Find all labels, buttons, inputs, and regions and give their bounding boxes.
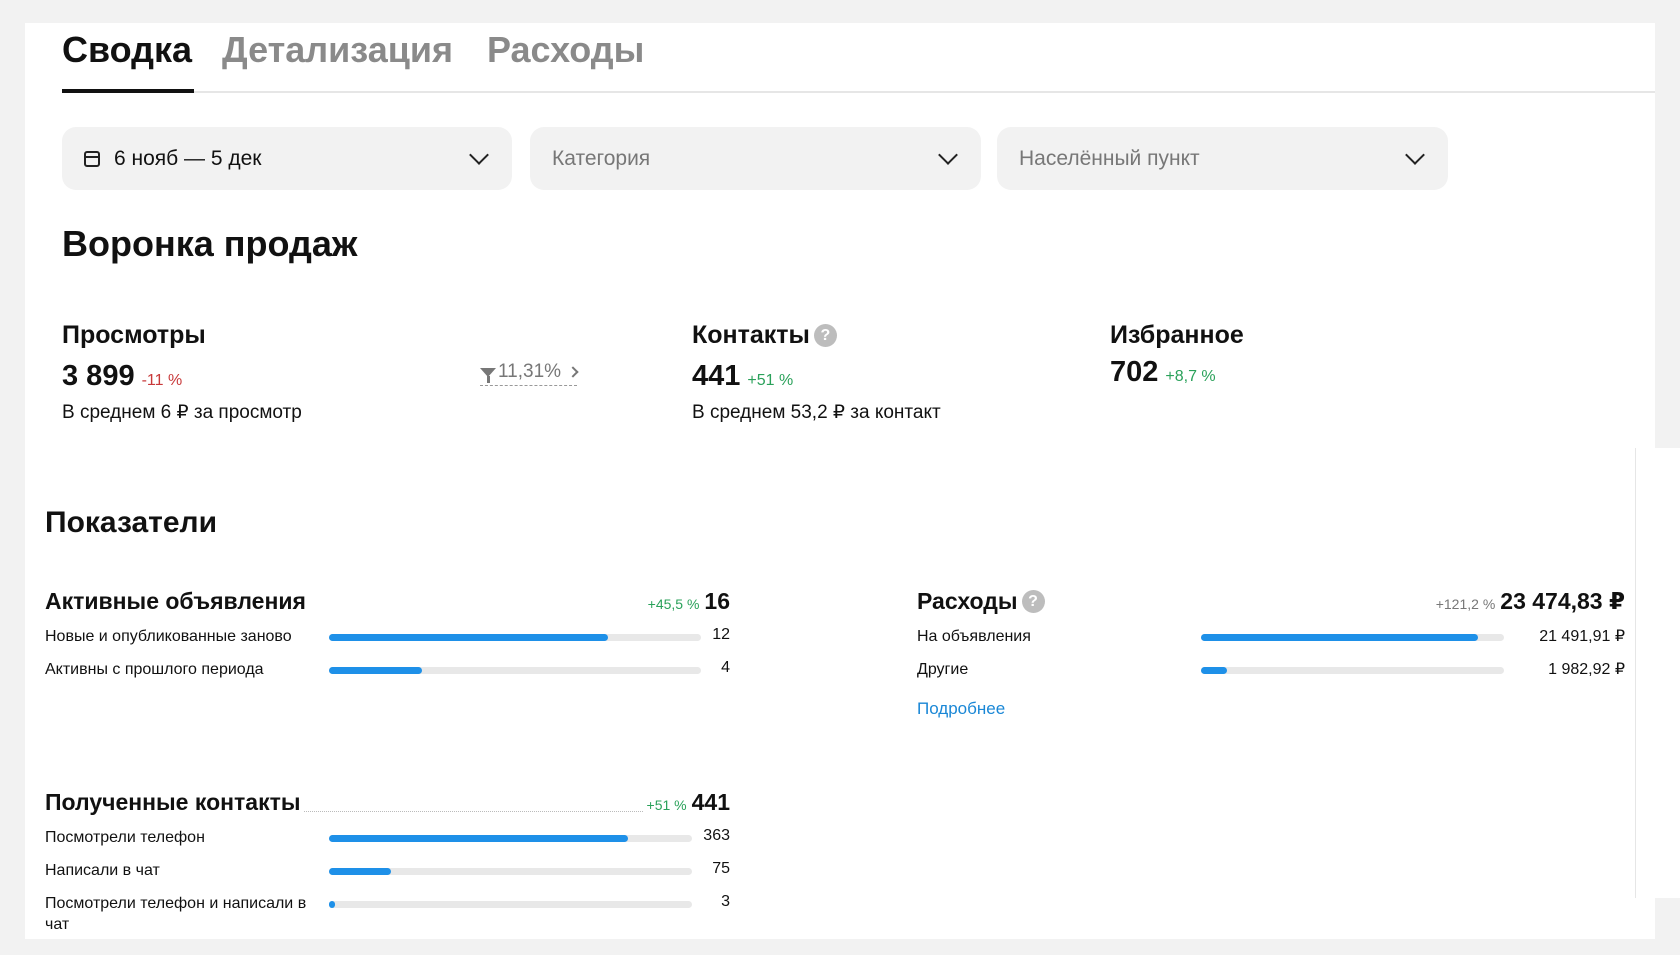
contacts-title: Полученные контакты	[45, 789, 300, 816]
metric-row-value: 1 982,92 ₽	[1548, 659, 1625, 679]
chevron-right-icon	[567, 366, 578, 377]
active-tab-underline	[62, 89, 194, 93]
progress-bar-fill	[1201, 667, 1227, 674]
expenses-title: Расходы	[917, 588, 1018, 615]
progress-bar	[329, 667, 701, 674]
metric-row: Посмотрели телефон и написали в чат 3	[45, 893, 730, 935]
metric-row-value: 3	[721, 893, 730, 911]
metric-row: Посмотрели телефон 363	[45, 827, 730, 849]
metric-favorites-value: 702	[1110, 356, 1158, 389]
progress-bar	[329, 634, 701, 641]
tab-details[interactable]: Детализация	[222, 29, 453, 71]
funnel-title: Воронка продаж	[62, 223, 357, 265]
progress-bar-fill	[1201, 634, 1478, 641]
progress-bar	[329, 835, 692, 842]
chevron-down-icon	[938, 145, 958, 165]
more-link[interactable]: Подробнее	[917, 699, 1625, 719]
metric-row-value: 4	[721, 659, 730, 677]
chevron-down-icon	[469, 145, 489, 165]
metric-row: Новые и опубликованные заново 12	[45, 626, 730, 648]
progress-bar-fill	[329, 634, 608, 641]
progress-bar-fill	[329, 667, 422, 674]
period-value: 6 нояб — 5 дек	[114, 147, 472, 171]
expenses-total: 23 474,83 ₽	[1500, 588, 1625, 615]
metric-row-label: Посмотрели телефон и написали в чат	[45, 893, 315, 935]
metric-views-change: -11 %	[142, 372, 183, 390]
progress-bar-fill	[329, 868, 391, 875]
metric-row: Активны с прошлого периода 4	[45, 659, 730, 681]
period-select[interactable]: 6 нояб — 5 дек	[62, 127, 512, 190]
metric-row-label: Другие	[917, 659, 968, 680]
metric-favorites: Избранное 702 +8,7 %	[1110, 321, 1244, 389]
help-icon[interactable]: ?	[1022, 590, 1045, 613]
dotted-leader	[304, 811, 642, 812]
tab-expenses[interactable]: Расходы	[487, 29, 644, 71]
main-panel: Сводка Детализация Расходы 6 нояб — 5 де…	[25, 23, 1655, 939]
metric-contacts-change: +51 %	[747, 372, 793, 390]
progress-bar-fill	[329, 835, 628, 842]
metric-views-sub: В среднем 6 ₽ за просмотр	[62, 401, 302, 424]
funnel-icon	[480, 368, 496, 377]
metric-favorites-title: Избранное	[1110, 321, 1244, 350]
metric-row: На объявления 21 491,91 ₽	[917, 626, 1625, 648]
metric-contacts-title: Контакты	[692, 321, 810, 350]
conversion-value: 11,31%	[498, 361, 561, 383]
metric-favorites-change: +8,7 %	[1165, 368, 1215, 386]
active-ads-title: Активные объявления	[45, 588, 306, 615]
category-select[interactable]: Категория	[530, 127, 981, 190]
category-placeholder: Категория	[552, 147, 941, 171]
active-ads-change: +45,5 %	[648, 596, 700, 612]
metric-row-label: На объявления	[917, 626, 1031, 647]
metric-row: Другие 1 982,92 ₽	[917, 659, 1625, 681]
help-icon[interactable]: ?	[814, 324, 837, 347]
tab-summary[interactable]: Сводка	[62, 29, 192, 71]
metric-views: Просмотры 3 899 -11 % В среднем 6 ₽ за пр…	[62, 321, 302, 424]
expenses-block: Расходы? +121,2 % 23 474,83 ₽ На объявле…	[917, 588, 1625, 719]
metric-row-value: 75	[712, 860, 730, 878]
city-placeholder: Населённый пункт	[1019, 147, 1408, 171]
tab-bar: Сводка Детализация Расходы	[62, 23, 1655, 93]
metric-contacts: Контакты? 441 +51 % В среднем 53,2 ₽ за к…	[692, 321, 941, 424]
metric-row-value: 21 491,91 ₽	[1539, 626, 1625, 646]
metric-row-label: Посмотрели телефон	[45, 827, 205, 848]
active-ads-block: Активные объявления +45,5 % 16 Новые и о…	[45, 588, 730, 681]
metric-contacts-sub: В среднем 53,2 ₽ за контакт	[692, 401, 941, 424]
metric-views-title: Просмотры	[62, 321, 302, 350]
progress-bar	[329, 901, 692, 908]
metric-row-value: 12	[712, 626, 730, 644]
metric-row-label: Активны с прошлого периода	[45, 659, 264, 680]
conversion-link[interactable]: 11,31%	[480, 361, 577, 386]
contacts-change: +51 %	[647, 797, 687, 813]
contacts-total: 441	[692, 789, 730, 816]
expenses-change: +121,2 %	[1436, 596, 1496, 612]
contacts-block: Полученные контакты +51 % 441 Посмотрели…	[45, 789, 730, 935]
progress-bar	[1201, 634, 1504, 641]
metric-row: Написали в чат 75	[45, 860, 730, 882]
metric-row-value: 363	[703, 827, 730, 845]
city-select[interactable]: Населённый пункт	[997, 127, 1448, 190]
calendar-icon	[84, 151, 100, 167]
metric-contacts-value: 441	[692, 360, 740, 393]
metric-row-label: Новые и опубликованные заново	[45, 626, 292, 647]
progress-bar	[1201, 667, 1504, 674]
metric-views-value: 3 899	[62, 360, 135, 393]
metric-row-label: Написали в чат	[45, 860, 160, 881]
chevron-down-icon	[1405, 145, 1425, 165]
progress-bar	[329, 868, 692, 875]
active-ads-total: 16	[704, 588, 730, 615]
side-divider	[1635, 448, 1680, 898]
indicators-title: Показатели	[45, 506, 217, 540]
progress-bar-fill	[329, 901, 335, 908]
